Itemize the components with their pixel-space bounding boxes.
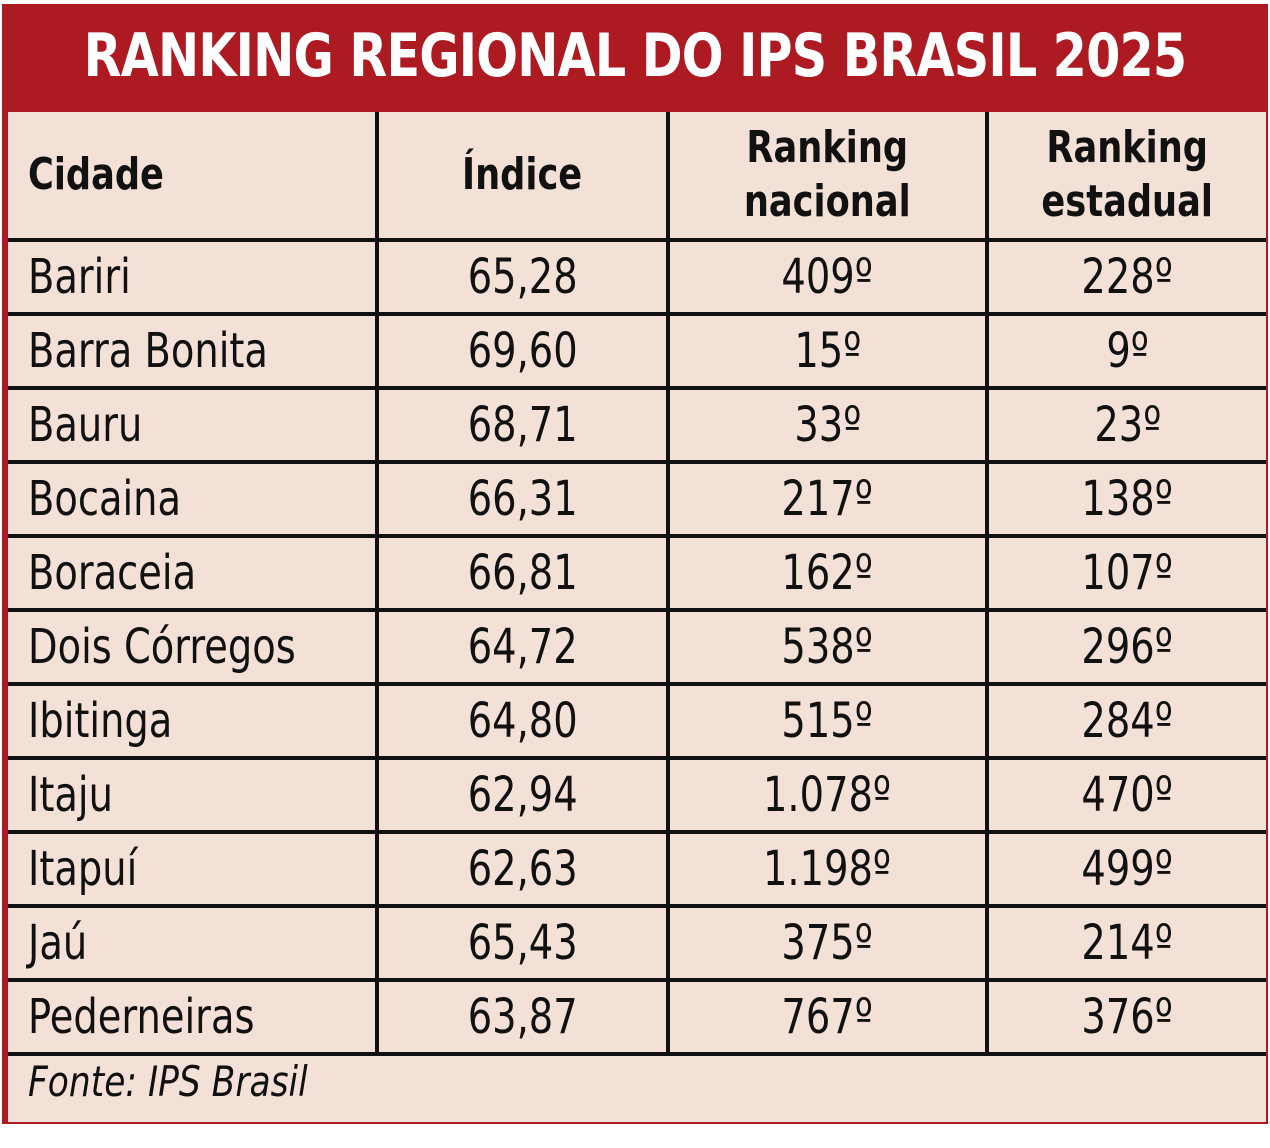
table-frame: RANKING REGIONAL DO IPS BRASIL 2025 Cida… (2, 4, 1268, 1124)
cell-cidade: Barra Bonita (8, 314, 379, 390)
header-row: Cidade Índice Ranking nacional Ranking est… (8, 112, 1266, 242)
table-row: Barra Bonita 69,60 15º 9º (8, 314, 1266, 390)
cell-ranking-estadual: 214º (987, 906, 1266, 982)
header-ranking-estadual: Ranking estadual (987, 112, 1266, 242)
cell-ranking-nacional: 1.078º (668, 758, 989, 834)
cell-cidade: Itaju (8, 758, 379, 834)
table-row: Bocaina 66,31 217º 138º (8, 462, 1266, 538)
cell-ranking-estadual: 296º (987, 610, 1266, 686)
table-row: Itaju 62,94 1.078º 470º (8, 758, 1266, 834)
cell-indice: 66,31 (377, 462, 670, 538)
cell-cidade: Bocaina (8, 462, 379, 538)
cell-ranking-estadual: 228º (987, 240, 1266, 316)
cell-indice: 62,94 (377, 758, 670, 834)
cell-indice: 64,80 (377, 684, 670, 760)
cell-ranking-nacional: 162º (668, 536, 989, 612)
cell-cidade: Dois Córregos (8, 610, 379, 686)
cell-ranking-nacional: 515º (668, 684, 989, 760)
cell-indice: 68,71 (377, 388, 670, 464)
cell-ranking-estadual: 376º (987, 980, 1266, 1056)
cell-ranking-estadual: 9º (987, 314, 1266, 390)
table-body: Bariri 65,28 409º 228º Barra Bonita 69,60 15º 9… (8, 240, 1266, 1056)
cell-ranking-estadual: 107º (987, 536, 1266, 612)
cell-indice: 65,43 (377, 906, 670, 982)
cell-indice: 66,81 (377, 536, 670, 612)
table-row: Boraceia 66,81 162º 107º (8, 536, 1266, 612)
table-row: Dois Córregos 64,72 538º 296º (8, 610, 1266, 686)
page-title: RANKING REGIONAL DO IPS BRASIL 2025 (83, 21, 1187, 91)
cell-ranking-nacional: 538º (668, 610, 989, 686)
cell-ranking-estadual: 138º (987, 462, 1266, 538)
table-row: Itapuí 62,63 1.198º 499º (8, 832, 1266, 908)
table-container: Cidade Índice Ranking nacional Ranking est… (8, 112, 1266, 1122)
source-note: Fonte: IPS Brasil (28, 1057, 308, 1106)
header-ranking-nacional: Ranking nacional (668, 112, 989, 242)
table-row: Pederneiras 63,87 767º 376º (8, 980, 1266, 1056)
cell-cidade: Pederneiras (8, 980, 379, 1056)
cell-ranking-nacional: 217º (668, 462, 989, 538)
cell-cidade: Ibitinga (8, 684, 379, 760)
cell-indice: 63,87 (377, 980, 670, 1056)
cell-ranking-nacional: 409º (668, 240, 989, 316)
cell-ranking-nacional: 767º (668, 980, 989, 1056)
cell-indice: 65,28 (377, 240, 670, 316)
header-indice: Índice (377, 112, 670, 242)
cell-ranking-nacional: 15º (668, 314, 989, 390)
cell-indice: 62,63 (377, 832, 670, 908)
ranking-table: Cidade Índice Ranking nacional Ranking est… (8, 112, 1266, 1056)
cell-indice: 69,60 (377, 314, 670, 390)
cell-indice: 64,72 (377, 610, 670, 686)
table-row: Ibitinga 64,80 515º 284º (8, 684, 1266, 760)
table-row: Bauru 68,71 33º 23º (8, 388, 1266, 464)
cell-cidade: Bauru (8, 388, 379, 464)
cell-ranking-nacional: 375º (668, 906, 989, 982)
cell-ranking-estadual: 499º (987, 832, 1266, 908)
cell-ranking-estadual: 23º (987, 388, 1266, 464)
cell-ranking-nacional: 33º (668, 388, 989, 464)
cell-cidade: Itapuí (8, 832, 379, 908)
cell-cidade: Bariri (8, 240, 379, 316)
header-cidade: Cidade (8, 112, 379, 242)
cell-cidade: Jaú (8, 906, 379, 982)
table-row: Jaú 65,43 375º 214º (8, 906, 1266, 982)
cell-ranking-nacional: 1.198º (668, 832, 989, 908)
cell-cidade: Boraceia (8, 536, 379, 612)
table-row: Bariri 65,28 409º 228º (8, 240, 1266, 316)
cell-ranking-estadual: 284º (987, 684, 1266, 760)
cell-ranking-estadual: 470º (987, 758, 1266, 834)
